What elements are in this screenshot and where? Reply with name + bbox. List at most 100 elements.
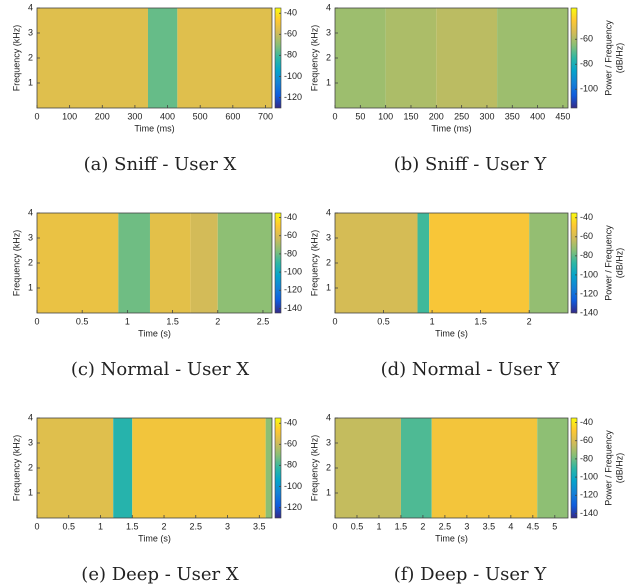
colorbar-tick-label: -100 [580,471,598,481]
y-tick-label: 1 [28,77,33,87]
colorbar-tick-label: -80 [284,50,297,60]
colorbar-tick-label: -60 [580,34,593,44]
colorbar-tick-label: -100 [284,266,302,276]
x-tick-label: 0 [34,316,39,326]
colorbar-tick-label: -120 [580,490,598,500]
heatmap-cell [265,418,272,518]
x-tick-label: 0.5 [351,521,364,531]
x-tick-label: 3.5 [483,521,496,531]
x-tick-label: 2 [420,521,425,531]
x-tick-label: 500 [193,111,208,121]
colorbar-tick-label: -100 [284,481,302,491]
colorbar-tick-label: -80 [580,250,593,260]
x-tick-label: 300 [127,111,142,121]
x-axis-label: Time (ms) [134,123,174,133]
colorbar-tick-label: -40 [580,417,593,427]
y-axis-label: Frequency (kHz) [11,435,21,502]
colorbar-tick-label: -120 [580,288,598,298]
y-axis-label: Frequency (kHz) [309,230,319,297]
y-tick-label: 1 [28,487,33,497]
y-axis-label: Frequency (kHz) [11,25,21,92]
colorbar-tick-label: -60 [580,231,593,241]
colorbar-tick-label: -60 [284,230,297,240]
x-tick-label: 300 [479,111,494,121]
y-tick-label: 4 [28,2,33,12]
y-tick-label: 1 [28,282,33,292]
colorbar-tick-label: -120 [284,502,302,512]
y-tick-label: 2 [28,257,33,267]
x-tick-label: 450 [555,111,570,121]
x-tick-label: 1 [125,316,130,326]
x-tick-label: 1 [376,521,381,531]
heatmap-cell [431,418,538,518]
y-tick-label: 3 [326,27,331,37]
x-axis-label: Time (s) [138,328,171,338]
colorbar [274,7,282,109]
heatmap-cell [37,418,114,518]
y-tick-label: 4 [326,207,331,217]
colorbar-tick-label: -80 [284,248,297,258]
x-tick-label: 2 [215,316,220,326]
colorbar [570,212,578,314]
colorbar [274,417,282,519]
x-tick-label: 0 [34,521,39,531]
x-axis-label: Time (s) [138,533,171,543]
heatmap-cell [335,8,386,108]
y-tick-label: 3 [326,437,331,447]
y-tick-label: 3 [28,232,33,242]
heatmap-cell [177,8,272,108]
y-tick-label: 2 [326,52,331,62]
heatmap-cell [335,213,418,313]
x-tick-label: 2.5 [257,316,270,326]
colorbar-label: Power / Frequency [603,430,613,506]
colorbar-tick-label: -40 [580,212,593,222]
x-tick-label: 0.5 [76,316,89,326]
heatmap-cell [217,213,272,313]
x-tick-label: 1 [430,316,435,326]
colorbar-tick-label: -120 [284,285,302,295]
caption: (c) Normal - User X [71,359,250,380]
x-tick-label: 0.5 [62,521,75,531]
x-tick-label: 3.5 [253,521,266,531]
x-tick-label: 700 [258,111,273,121]
heatmap-cell [385,8,437,108]
colorbar-tick-label: -80 [284,460,297,470]
colorbar-label: (dB/Hz) [614,453,624,484]
x-tick-label: 1.5 [166,316,179,326]
x-axis-label: Time (s) [435,328,468,338]
x-tick-label: 1.5 [395,521,408,531]
colorbar-tick-label: -140 [580,508,598,518]
caption: (f) Deep - User Y [394,564,548,585]
heatmap-cell [417,213,430,313]
caption: (d) Normal - User Y [381,359,561,380]
colorbar-tick-label: -140 [284,303,302,313]
y-tick-label: 1 [326,487,331,497]
x-tick-label: 400 [530,111,545,121]
colorbar-tick-label: -100 [580,84,598,94]
heatmap-cell [400,418,432,518]
x-axis-label: Time (s) [435,533,468,543]
heatmap-cell [37,213,119,313]
colorbar-label: Power / Frequency [603,20,613,96]
colorbar-tick-label: -80 [580,453,593,463]
x-tick-label: 50 [355,111,365,121]
x-tick-label: 3 [225,521,230,531]
x-tick-label: 250 [454,111,469,121]
heatmap-cell [147,8,178,108]
colorbar [570,7,578,109]
x-tick-label: 350 [505,111,520,121]
colorbar-label: (dB/Hz) [614,248,624,279]
heatmap-cell [118,213,150,313]
x-tick-label: 5 [552,521,557,531]
colorbar-tick-label: -40 [284,8,297,18]
colorbar-label: Power / Frequency [603,225,613,301]
x-tick-label: 4.5 [527,521,540,531]
y-tick-label: 3 [28,437,33,447]
heatmap-cell [190,213,218,313]
heatmap-cell [429,213,530,313]
x-tick-label: 2.5 [439,521,452,531]
heatmap-cell [113,418,133,518]
y-tick-label: 2 [28,52,33,62]
y-tick-label: 2 [326,257,331,267]
